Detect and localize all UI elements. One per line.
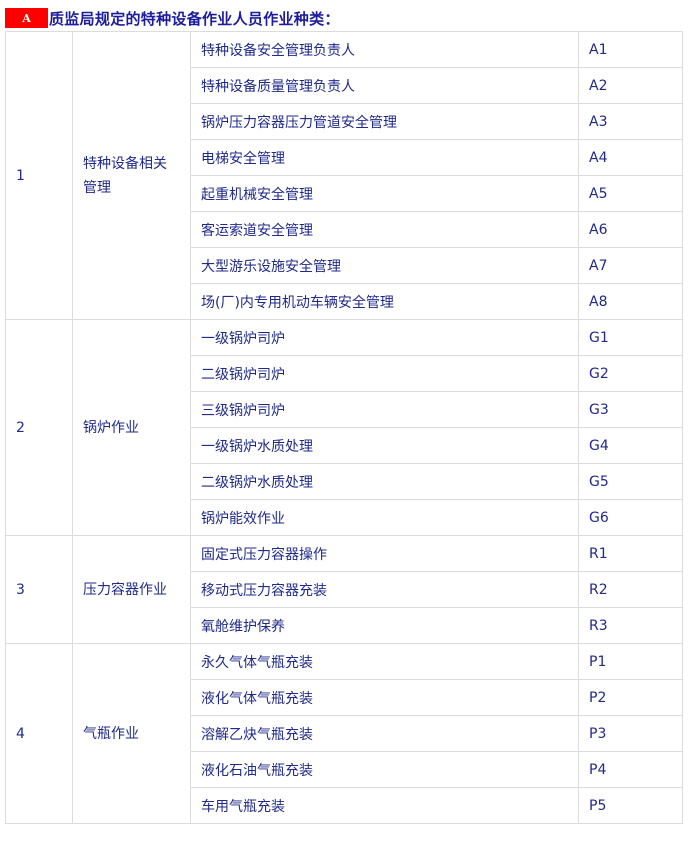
operation-name-cell: 固定式压力容器操作 (190, 535, 579, 572)
operation-name-cell: 二级锅炉水质处理 (190, 463, 579, 500)
operation-name-cell: 特种设备安全管理负责人 (190, 31, 579, 68)
operation-code-cell: P5 (578, 787, 683, 824)
table-row: 氧舱维护保养 R3 (6, 607, 683, 644)
operation-name-cell: 锅炉能效作业 (190, 499, 579, 536)
operation-name-cell: 车用气瓶充装 (190, 787, 579, 824)
operation-code-cell: R3 (578, 607, 683, 644)
operation-code-cell: G4 (578, 427, 683, 464)
table-row: 液化石油气瓶充装 P4 (6, 751, 683, 788)
table-row: 客运索道安全管理 A6 (6, 211, 683, 248)
operation-code-cell: P3 (578, 715, 683, 752)
operation-name-cell: 场(厂)内专用机动车辆安全管理 (190, 283, 579, 320)
table-row: 电梯安全管理 A4 (6, 139, 683, 176)
category-cell: 气瓶作业 (72, 643, 191, 824)
group-number-cell: 3 (5, 535, 73, 644)
operation-name-cell: 大型游乐设施安全管理 (190, 247, 579, 284)
table-row: 特种设备质量管理负责人 A2 (6, 67, 683, 104)
operation-code-cell: P4 (578, 751, 683, 788)
operation-types-table: 1 特种设备相关管理 特种设备安全管理负责人 A1 特种设备质量管理负责人 A2 锅炉压力容… (5, 31, 683, 824)
operation-name-cell: 永久气体气瓶充装 (190, 643, 579, 680)
operation-name-cell: 液化石油气瓶充装 (190, 751, 579, 788)
table-row: 二级锅炉司炉 G2 (6, 355, 683, 392)
table-row: 3 压力容器作业 固定式压力容器操作 R1 (5, 535, 683, 644)
table-row: 三级锅炉司炉 G3 (6, 391, 683, 428)
table-row: 液化气体气瓶充装 P2 (6, 679, 683, 716)
section-heading: A 质监局规定的特种设备作业人员作业种类： (5, 7, 340, 29)
section-title: 质监局规定的特种设备作业人员作业种类： (49, 9, 340, 28)
operation-code-cell: A2 (578, 67, 683, 104)
table-row: 4 气瓶作业 永久气体气瓶充装 P1 (5, 643, 683, 824)
operation-name-cell: 氧舱维护保养 (190, 607, 579, 644)
operation-code-cell: G2 (578, 355, 683, 392)
operation-name-cell: 客运索道安全管理 (190, 211, 579, 248)
operation-code-cell: P2 (578, 679, 683, 716)
operation-name-cell: 特种设备质量管理负责人 (190, 67, 579, 104)
table-row: 场(厂)内专用机动车辆安全管理 A8 (6, 283, 683, 320)
operation-name-cell: 起重机械安全管理 (190, 175, 579, 212)
operation-code-cell: R1 (578, 535, 683, 572)
table-row: 大型游乐设施安全管理 A7 (6, 247, 683, 284)
operation-name-cell: 电梯安全管理 (190, 139, 579, 176)
table-row: 锅炉压力容器压力管道安全管理 A3 (6, 103, 683, 140)
operation-code-cell: G3 (578, 391, 683, 428)
table-row: 溶解乙炔气瓶充装 P3 (6, 715, 683, 752)
operation-code-cell: A4 (578, 139, 683, 176)
operation-name-cell: 移动式压力容器充装 (190, 571, 579, 608)
operation-code-cell: P1 (578, 643, 683, 680)
operation-name-cell: 溶解乙炔气瓶充装 (190, 715, 579, 752)
category-cell: 锅炉作业 (72, 319, 191, 536)
operation-code-cell: A6 (578, 211, 683, 248)
table-row: 起重机械安全管理 A5 (6, 175, 683, 212)
table-row: 锅炉能效作业 G6 (6, 499, 683, 536)
group-number-cell: 4 (5, 643, 73, 824)
table-row: 2 锅炉作业 一级锅炉司炉 G1 (5, 319, 683, 536)
operation-code-cell: A5 (578, 175, 683, 212)
operation-code-cell: G5 (578, 463, 683, 500)
table-row: 移动式压力容器充装 R2 (6, 571, 683, 608)
operation-name-cell: 锅炉压力容器压力管道安全管理 (190, 103, 579, 140)
operation-name-cell: 一级锅炉水质处理 (190, 427, 579, 464)
category-cell: 压力容器作业 (72, 535, 191, 644)
group-number-cell: 1 (5, 31, 73, 320)
operation-code-cell: A3 (578, 103, 683, 140)
category-cell: 特种设备相关管理 (72, 31, 191, 320)
operation-name-cell: 一级锅炉司炉 (190, 319, 579, 356)
table-row: 二级锅炉水质处理 G5 (6, 463, 683, 500)
operation-code-cell: G1 (578, 319, 683, 356)
operation-code-cell: A7 (578, 247, 683, 284)
operation-name-cell: 三级锅炉司炉 (190, 391, 579, 428)
group-number-cell: 2 (5, 319, 73, 536)
operation-code-cell: G6 (578, 499, 683, 536)
operation-code-cell: A1 (578, 31, 683, 68)
operation-code-cell: A8 (578, 283, 683, 320)
table-row: 1 特种设备相关管理 特种设备安全管理负责人 A1 (5, 31, 683, 320)
operation-name-cell: 液化气体气瓶充装 (190, 679, 579, 716)
table-row: 车用气瓶充装 P5 (6, 787, 683, 824)
operation-code-cell: R2 (578, 571, 683, 608)
section-badge: A (5, 8, 48, 28)
operation-name-cell: 二级锅炉司炉 (190, 355, 579, 392)
